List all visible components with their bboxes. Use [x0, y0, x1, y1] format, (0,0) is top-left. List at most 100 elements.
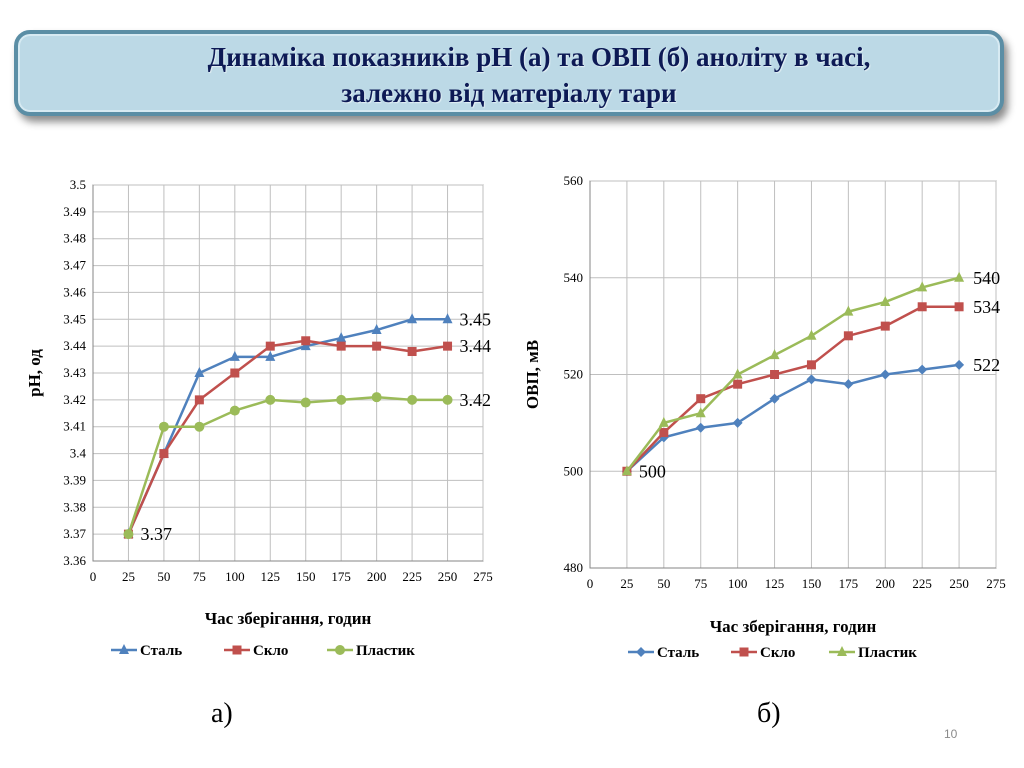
y-tick-label: 3.36 [63, 553, 86, 568]
x-tick-label: 275 [986, 576, 1006, 591]
data-point [806, 329, 817, 340]
x-tick-label: 200 [367, 569, 387, 584]
data-point [658, 416, 669, 427]
x-tick-label: 50 [157, 569, 170, 584]
data-point [194, 395, 204, 405]
data-point [443, 341, 453, 351]
data-point [769, 349, 780, 360]
y-tick-label: 540 [564, 270, 584, 285]
data-label: 500 [639, 461, 666, 481]
data-point [230, 368, 240, 378]
x-tick-label: 175 [331, 569, 351, 584]
y-tick-label: 3.41 [63, 419, 86, 434]
data-point [695, 422, 706, 433]
x-tick-label: 100 [225, 569, 245, 584]
data-point [954, 302, 964, 312]
x-axis-title: Час зберігання, годин [710, 617, 877, 636]
y-tick-label: 3.47 [63, 258, 86, 273]
series-line [625, 276, 960, 473]
data-label: 3.44 [460, 336, 492, 356]
series-2 [123, 392, 453, 540]
data-point [917, 364, 928, 375]
legend: Сталь Скло Пластик [628, 645, 917, 661]
data-point [732, 417, 743, 428]
data-point [336, 332, 347, 343]
y-tick-label: 500 [564, 463, 584, 478]
x-tick-label: 250 [949, 576, 969, 591]
data-point [695, 407, 706, 418]
x-tick-label: 75 [193, 569, 206, 584]
data-point [371, 392, 382, 403]
legend-item: Пластик [327, 643, 415, 659]
data-point [407, 394, 418, 405]
orp-chart: 0 25 50 75 100 125 150 175 200 225 250 275 480 500 520… [523, 173, 1006, 661]
y-tick-label: 3.42 [63, 392, 86, 407]
data-point [123, 529, 134, 540]
y-tick-label: 3.48 [63, 231, 86, 246]
data-label: 3.37 [140, 524, 172, 544]
x-tick-label: 150 [296, 569, 316, 584]
legend-marker [119, 644, 129, 654]
data-point [880, 295, 891, 306]
legend-item: Скло [731, 645, 795, 661]
data-point [770, 370, 780, 379]
data-label: 534 [973, 297, 1000, 317]
data-point [732, 368, 743, 379]
data-label: 3.42 [460, 390, 492, 410]
y-tick-label: 3.5 [70, 177, 86, 192]
panel-label-a: а) [211, 698, 233, 729]
x-tick-label: 0 [90, 569, 97, 584]
legend: Сталь Скло Пластик [111, 643, 415, 659]
data-point [843, 331, 853, 341]
data-point [880, 369, 891, 380]
x-tick-label: 25 [620, 576, 633, 591]
y-tick-label: 520 [564, 367, 584, 382]
x-tick-label: 225 [402, 569, 422, 584]
legend-label: Пластик [858, 645, 917, 661]
x-tick-label: 75 [694, 576, 707, 591]
series-0 [123, 313, 453, 539]
data-point [229, 405, 240, 416]
x-tick-label: 50 [657, 576, 670, 591]
data-point [407, 347, 417, 357]
x-tick-label: 0 [587, 576, 594, 591]
x-tick-label: 175 [839, 576, 859, 591]
data-label: 522 [973, 355, 1000, 375]
x-tick-label: 275 [473, 569, 493, 584]
y-tick-label: 3.45 [63, 311, 86, 326]
y-tick-label: 3.39 [63, 472, 86, 487]
data-point [372, 341, 382, 351]
x-tick-label: 200 [876, 576, 896, 591]
data-point [659, 428, 669, 438]
series-line [626, 363, 960, 473]
legend-item: Скло [224, 643, 288, 659]
data-point [917, 281, 928, 292]
x-axis-title: Час зберігання, годин [205, 609, 372, 628]
data-point [371, 324, 382, 335]
data-point [733, 379, 743, 389]
x-tick-label: 150 [802, 576, 822, 591]
data-point [301, 336, 311, 346]
x-tick-label: 125 [261, 569, 281, 584]
y-tick-label: 560 [564, 173, 584, 188]
data-point [194, 421, 205, 432]
data-point [442, 313, 453, 324]
data-point [229, 350, 240, 361]
data-point [300, 397, 311, 408]
data-label: 540 [973, 268, 1000, 288]
data-point [917, 302, 927, 312]
legend-marker [232, 645, 242, 655]
data-point [621, 465, 632, 476]
y-tick-label: 3.46 [63, 284, 86, 299]
data-point [696, 394, 706, 404]
legend-label: Скло [760, 645, 795, 661]
data-point [954, 271, 965, 282]
legend-item: Пластик [829, 645, 917, 661]
title-banner: Динаміка показників рН (а) та ОВП (б) ан… [14, 30, 1004, 116]
data-point [806, 374, 817, 385]
slide-title-line-1: Динаміка показників рН (а) та ОВП (б) ан… [207, 42, 871, 72]
y-tick-label: 480 [564, 560, 584, 575]
legend-marker [739, 647, 749, 657]
legend-item: Сталь [111, 643, 182, 659]
series-line [626, 305, 960, 473]
